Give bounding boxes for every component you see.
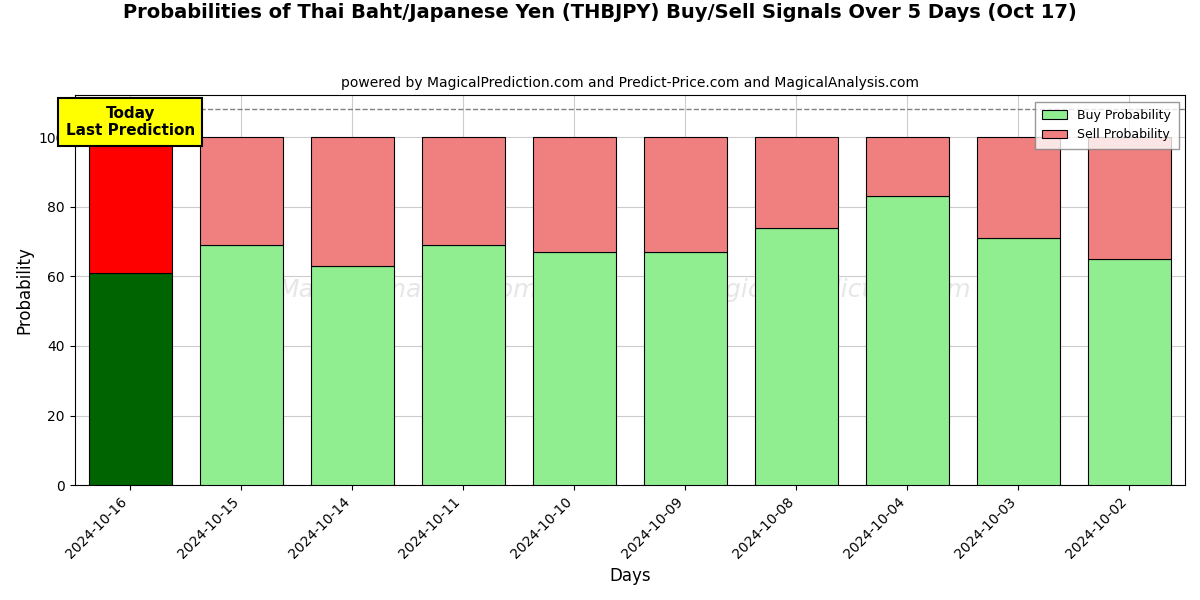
Bar (199, 137, 283, 245)
Bar (311, 266, 394, 485)
Bar (533, 137, 616, 252)
Bar (1088, 137, 1171, 259)
Y-axis label: Probability: Probability (16, 247, 34, 334)
X-axis label: Days: Days (610, 567, 650, 585)
Text: Today
Last Prediction: Today Last Prediction (66, 106, 194, 138)
Bar (89, 273, 172, 485)
Bar (865, 196, 949, 485)
Bar (643, 252, 727, 485)
Bar (1088, 259, 1171, 485)
Bar (89, 137, 172, 273)
Bar (977, 238, 1060, 485)
Legend: Buy Probability, Sell Probability: Buy Probability, Sell Probability (1034, 101, 1178, 149)
Bar (421, 137, 505, 245)
Bar (643, 137, 727, 252)
Text: MagicalAnalysis.com: MagicalAnalysis.com (277, 278, 538, 302)
Bar (865, 137, 949, 196)
Bar (311, 137, 394, 266)
Bar (199, 245, 283, 485)
Bar (977, 137, 1060, 238)
Text: MagicalPrediction.com: MagicalPrediction.com (689, 278, 971, 302)
Text: Probabilities of Thai Baht/Japanese Yen (THBJPY) Buy/Sell Signals Over 5 Days (O: Probabilities of Thai Baht/Japanese Yen … (124, 3, 1076, 22)
Bar (533, 252, 616, 485)
Bar (421, 245, 505, 485)
Title: powered by MagicalPrediction.com and Predict-Price.com and MagicalAnalysis.com: powered by MagicalPrediction.com and Pre… (341, 76, 919, 90)
Bar (755, 137, 838, 227)
Bar (755, 227, 838, 485)
